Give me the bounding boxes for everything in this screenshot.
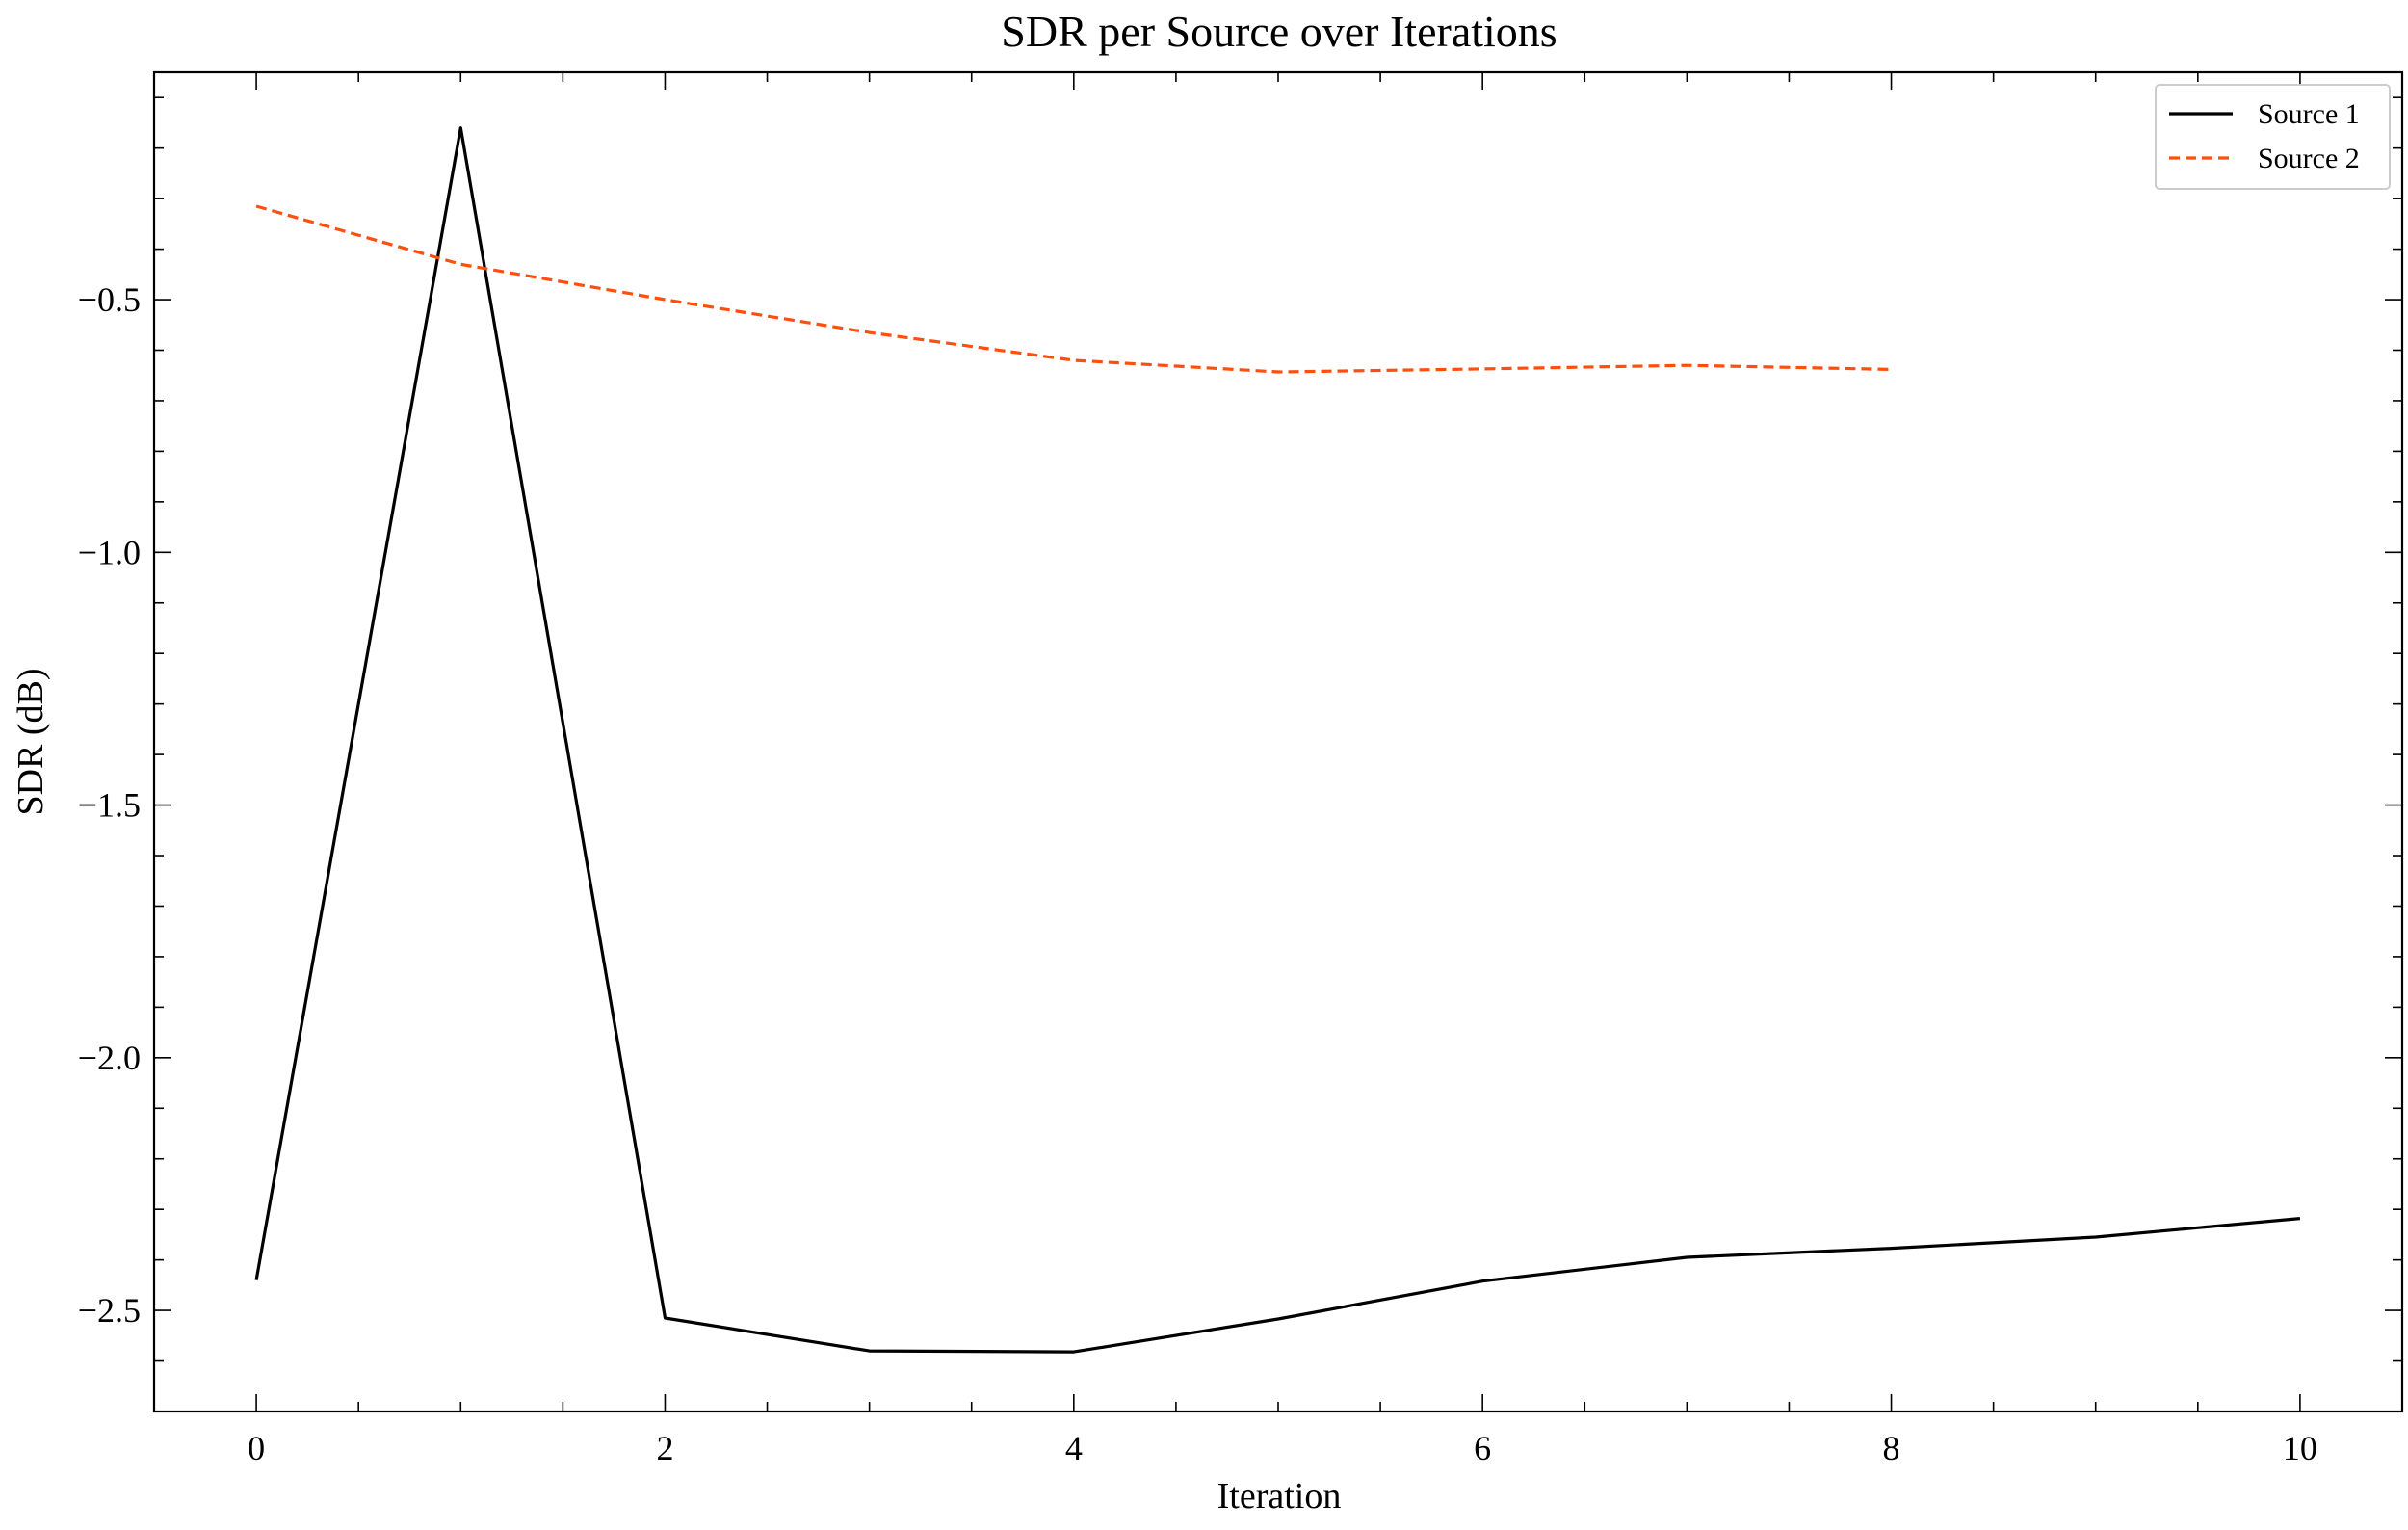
y-tick-label: −2.5 <box>78 1291 141 1330</box>
chart-title: SDR per Source over Iterations <box>1001 7 1557 56</box>
y-tick-label: −0.5 <box>78 280 141 319</box>
x-axis-label: Iteration <box>1217 1476 1342 1517</box>
y-tick-label: −1.5 <box>78 786 141 825</box>
legend-box <box>2155 84 2391 190</box>
x-tick-label: 10 <box>2283 1429 2317 1467</box>
x-tick-label: 0 <box>248 1429 265 1467</box>
legend: Source 1 Source 2 <box>2155 84 2391 190</box>
x-tick-label: 8 <box>1883 1429 1900 1467</box>
legend-label-1: Source 1 <box>2258 98 2360 130</box>
series-line-2 <box>255 204 1892 374</box>
series-layer <box>254 126 2301 1354</box>
ticks-layer: 0 2 4 6 8 10 −2.5 −2.0 −1.5 −1.0 −0.5 <box>78 72 2403 1467</box>
plot-frame <box>152 70 2404 1413</box>
y-axis-label: SDR (dB) <box>11 668 51 815</box>
y-tick-label: −2.0 <box>78 1039 141 1077</box>
y-tick-label: −1.0 <box>78 533 141 571</box>
x-tick-label: 4 <box>1065 1429 1083 1467</box>
legend-label-2: Source 2 <box>2258 143 2360 174</box>
x-tick-label: 2 <box>656 1429 673 1467</box>
x-tick-label: 6 <box>1474 1429 1491 1467</box>
series-line-1 <box>254 126 2301 1354</box>
